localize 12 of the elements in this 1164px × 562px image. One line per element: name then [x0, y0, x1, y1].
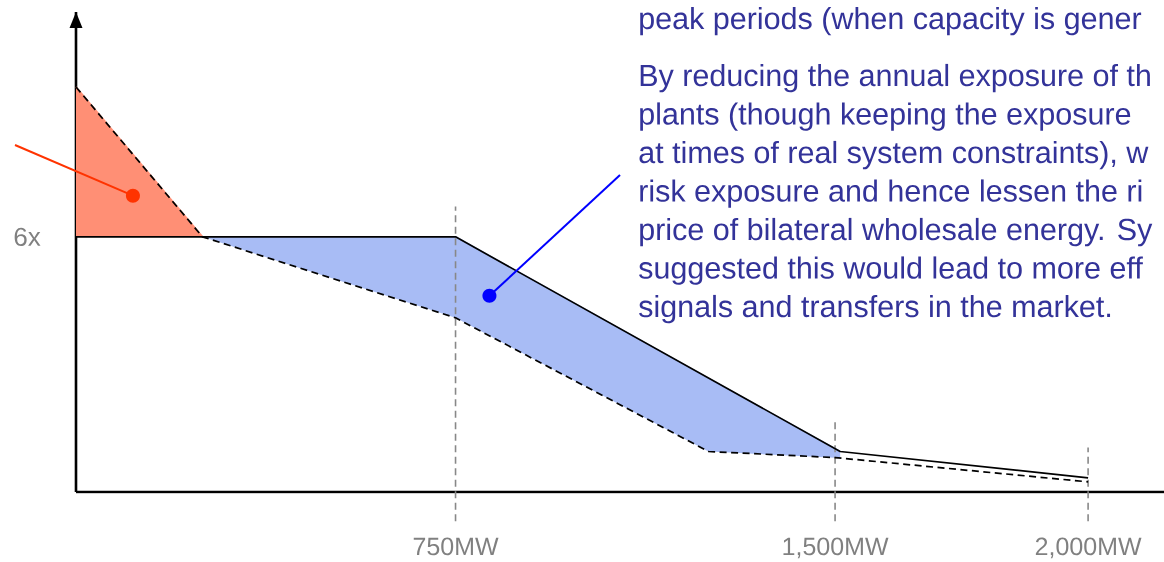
text: peak periods (when capacity is gener	[640, 6, 1142, 36]
x-tick-label: 1,500MW	[783, 537, 889, 559]
annotation: 6x	[14, 227, 41, 247]
annotation: risk exposure and hence lessen the ri	[640, 179, 1142, 208]
x-tick-label: 750MW	[413, 537, 499, 556]
annotation: at times of real system constraints), w	[639, 140, 1149, 170]
annotation: price of bilateral wholesale energy. Sy	[640, 217, 1153, 247]
annotation: plants (though keeping the exposure	[640, 102, 1131, 131]
annotation: suggested this would lead to more eff	[639, 256, 1143, 285]
annotation: By reducing the annual exposure of th	[640, 63, 1150, 93]
x-tick-label: 2,000MW	[1035, 537, 1142, 559]
annotation: signals and transfers in the market.	[639, 294, 1111, 324]
